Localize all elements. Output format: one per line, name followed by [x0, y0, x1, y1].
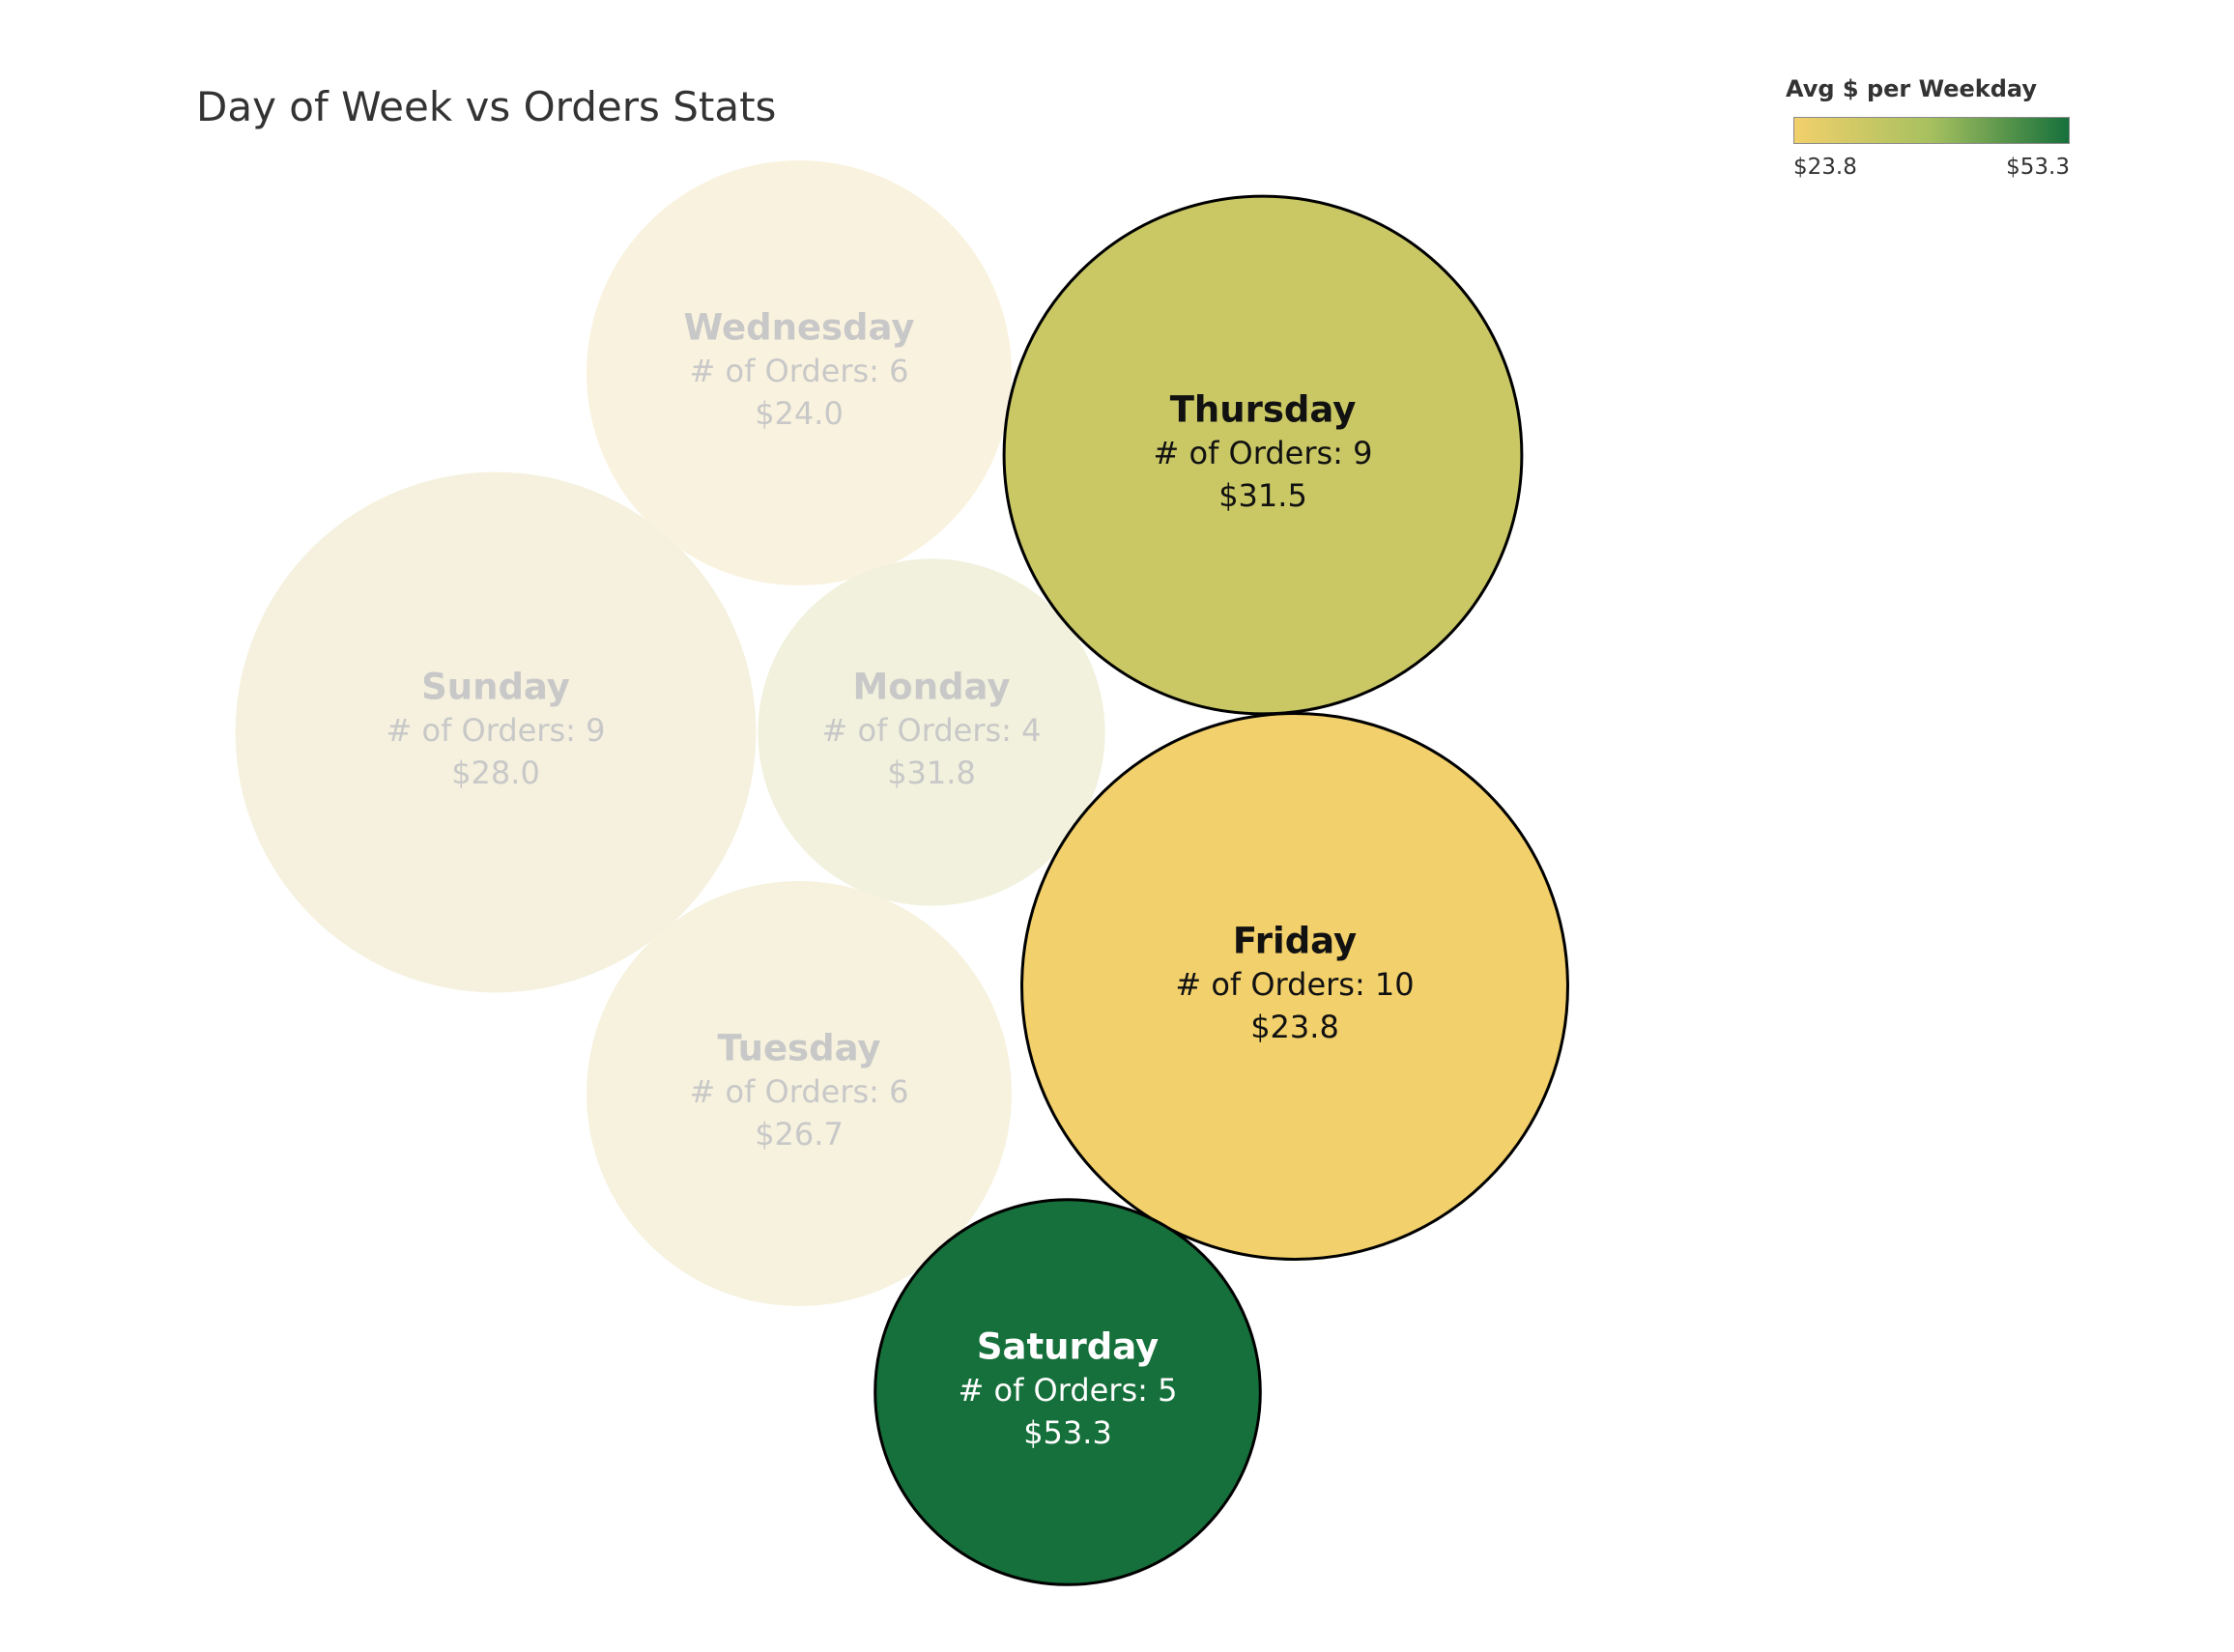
bubble-orders-label-wednesday: # of Orders: 6 [690, 353, 909, 389]
bubble-avg-label-friday: $23.8 [1250, 1009, 1339, 1045]
bubble-day-label-tuesday: Tuesday [717, 1028, 880, 1069]
legend-title: Avg $ per Weekday [1786, 75, 2038, 102]
bubble-avg-label-saturday: $53.3 [1023, 1414, 1112, 1451]
bubble-circle-sunday[interactable] [235, 471, 757, 993]
bubble-avg-label-tuesday: $26.7 [755, 1116, 844, 1153]
bubble-orders-label-thursday: # of Orders: 9 [1154, 435, 1373, 471]
bubble-wednesday[interactable]: Wednesday # of Orders: 6 $24.0 [587, 160, 1012, 585]
bubble-avg-label-thursday: $31.5 [1218, 477, 1307, 514]
bubble-circle-tuesday[interactable] [587, 881, 1012, 1306]
bubble-orders-label-sunday: # of Orders: 9 [387, 712, 606, 749]
bubble-day-label-monday: Monday [852, 667, 1010, 708]
bubble-orders-label-saturday: # of Orders: 5 [959, 1372, 1178, 1409]
bubble-avg-label-wednesday: $24.0 [755, 395, 844, 432]
bubble-orders-label-tuesday: # of Orders: 6 [690, 1073, 909, 1110]
bubble-sunday[interactable]: Sunday # of Orders: 9 $28.0 [235, 471, 757, 993]
color-legend[interactable]: Avg $ per Weekday $23.8 $53.3 [1786, 75, 2076, 191]
bubble-orders-label-friday: # of Orders: 10 [1175, 966, 1414, 1003]
legend-gradient-bar [1793, 117, 2070, 144]
bubble-circle-saturday[interactable] [874, 1198, 1262, 1586]
bubble-tuesday[interactable]: Tuesday # of Orders: 6 $26.7 [587, 881, 1012, 1306]
legend-min-label: $23.8 [1793, 155, 1857, 180]
bubble-saturday[interactable]: Saturday # of Orders: 5 $53.3 [874, 1198, 1262, 1586]
bubble-circle-wednesday[interactable] [587, 160, 1012, 585]
bubble-avg-label-sunday: $28.0 [451, 755, 540, 791]
bubble-day-label-saturday: Saturday [977, 1326, 1159, 1368]
bubble-thursday[interactable]: Thursday # of Orders: 9 $31.5 [1002, 194, 1524, 716]
bubble-avg-label-monday: $31.8 [887, 755, 976, 791]
bubble-day-label-wednesday: Wednesday [684, 307, 915, 349]
legend-max-label: $53.3 [2006, 155, 2070, 180]
bubble-day-label-sunday: Sunday [421, 667, 570, 708]
bubble-friday[interactable]: Friday # of Orders: 10 $23.8 [1020, 712, 1569, 1261]
bubble-circle-thursday[interactable] [1002, 194, 1524, 716]
bubble-day-label-friday: Friday [1233, 921, 1357, 962]
bubble-orders-label-monday: # of Orders: 4 [822, 712, 1042, 749]
bubble-monday[interactable]: Monday # of Orders: 4 $31.8 [758, 558, 1105, 906]
bubble-circle-friday[interactable] [1020, 712, 1569, 1261]
bubble-circle-monday[interactable] [758, 558, 1105, 906]
chart-title: Day of Week vs Orders Stats [196, 83, 777, 130]
bubble-day-label-thursday: Thursday [1170, 389, 1357, 431]
